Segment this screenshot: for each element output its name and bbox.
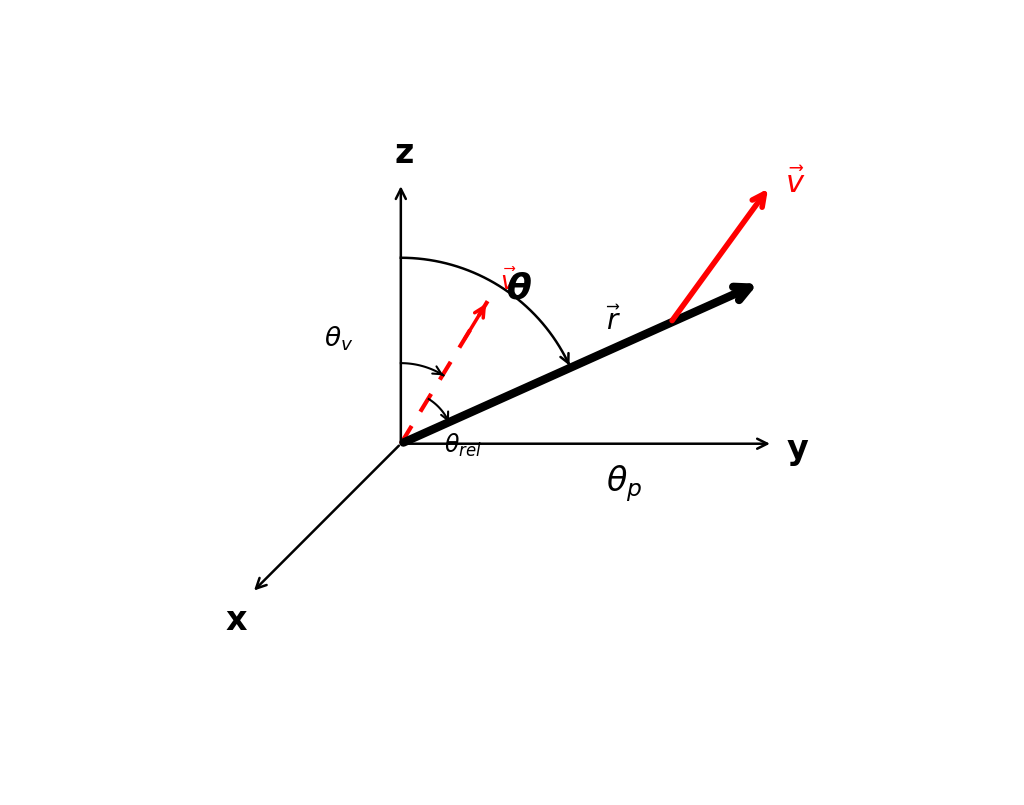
Text: $\theta_{rel}$: $\theta_{rel}$	[444, 431, 482, 459]
Text: $\boldsymbol{\theta}$: $\boldsymbol{\theta}$	[506, 272, 531, 306]
Text: $\vec{v}$: $\vec{v}$	[785, 168, 806, 199]
Text: $\vec{r}$: $\vec{r}$	[606, 307, 622, 336]
Text: $\vec{v}$: $\vec{v}$	[500, 269, 517, 295]
Text: y: y	[786, 433, 808, 466]
Text: $\boldsymbol{\theta_p}$: $\boldsymbol{\theta_p}$	[606, 464, 642, 505]
Text: z: z	[394, 137, 414, 170]
Text: $\theta_v$: $\theta_v$	[325, 324, 353, 353]
Text: x: x	[226, 604, 248, 637]
